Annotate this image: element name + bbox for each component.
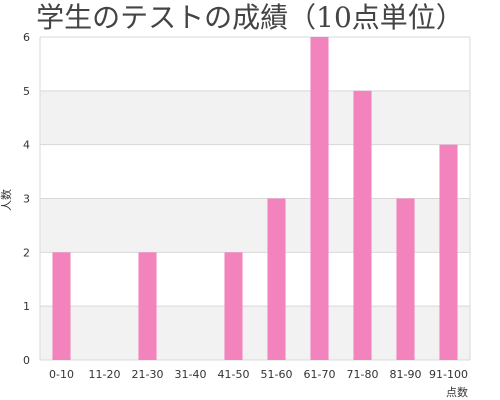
bar [224,252,243,360]
x-tick-label: 81-90 [390,368,422,381]
x-tick-label: 71-80 [347,368,379,381]
bar [353,90,372,360]
chart-title: 学生のテストの成績（10点単位） [36,1,464,34]
bar [396,198,415,360]
x-tick-label: 21-30 [132,368,164,381]
bar [310,37,329,360]
y-tick-label: 4 [23,139,30,152]
x-tick-label: 31-40 [175,368,207,381]
bar [52,252,71,360]
x-tick-label: 61-70 [304,368,336,381]
y-tick-labels: 0 1 2 3 4 5 6 [23,31,30,367]
bars [52,37,458,360]
y-tick-label: 0 [23,354,30,367]
x-tick-label: 0-10 [49,368,74,381]
x-axis-label: 点数 [446,386,468,399]
bar [439,144,458,360]
y-tick-label: 3 [23,193,30,206]
bar [267,198,286,360]
y-tick-label: 1 [23,300,30,313]
x-tick-label: 51-60 [261,368,293,381]
y-axis-label: 人数 [0,189,13,211]
y-tick-label: 5 [23,85,30,98]
x-tick-labels: 0-10 11-20 21-30 31-40 41-50 51-60 61-70 71-80 8… [49,368,468,381]
x-tick-label: 41-50 [218,368,250,381]
y-tick-label: 2 [23,246,30,259]
y-tick-label: 6 [23,31,30,44]
x-tick-label: 11-20 [89,368,121,381]
background-band [40,90,470,145]
x-tick-label: 91-100 [429,368,468,381]
bar [138,252,157,360]
